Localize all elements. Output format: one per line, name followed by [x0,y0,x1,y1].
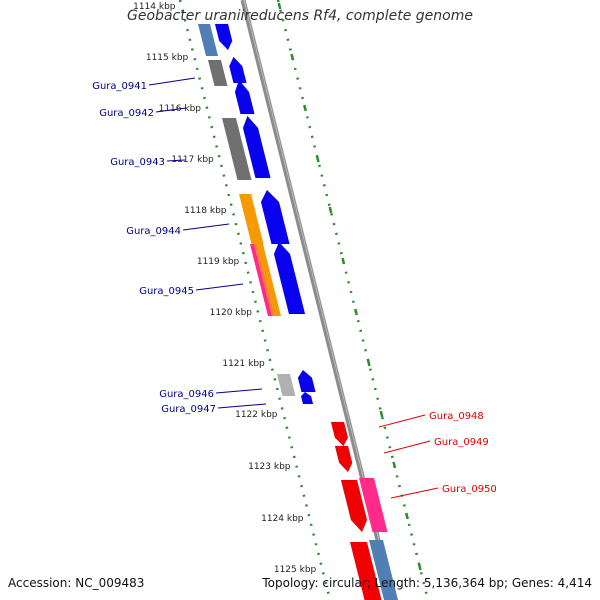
gene-label-left: Gura_0945 [139,286,194,297]
feature-orange-0945 [257,244,281,316]
cds-forward-0944 [260,189,290,245]
kbp-label: 1125 kbp [274,565,317,575]
left-tick-track [178,0,332,600]
feature-gray-0941 [208,60,228,86]
right-major-tick [405,512,409,520]
gene-label-left: Gura_0944 [126,226,181,237]
kbp-label: 1119 kbp [197,257,240,267]
kbp-label: 1122 kbp [235,410,278,420]
gene-leader-line-left [217,403,267,409]
gene-leader-line-left [182,223,230,231]
gene-label-right: Gura_0948 [429,411,484,422]
right-major-tick [341,257,346,265]
gene-label-left: Gura_0947 [161,404,216,415]
kbp-label: 1123 kbp [248,462,291,472]
gene-label-left: Gura_0943 [110,157,165,168]
tick-track-group [178,0,430,600]
kbp-label: 1118 kbp [184,206,227,216]
feature-group [198,23,398,600]
gene-leader-line-right [390,487,439,499]
gene-leader-line-right [378,414,426,428]
gene-label-left: Gura_0946 [159,389,214,400]
kbp-label: 1115 kbp [146,53,189,63]
feature-steel-bottom [369,540,398,600]
gene-label-right: Gura_0949 [434,437,489,448]
feature-steel-top [198,24,218,56]
gene-leader-line-left [148,77,196,86]
cds-reverse-0949 [334,445,353,473]
kbp-label: 1120 kbp [210,308,253,318]
kbp-label: 1117 kbp [171,155,214,165]
gene-leader-line-left [215,388,263,394]
feature-pink-0945 [250,244,272,316]
cds-forward-0946 [297,369,316,393]
cds-forward-0947 [300,391,314,405]
cds-forward-0945 [273,241,306,315]
right-major-tick [417,563,422,571]
kbp-label: 1124 kbp [261,514,304,524]
right-major-tick [303,104,307,112]
map-title: Geobacter uraniireducens Rf4, complete g… [127,8,473,24]
feature-pink-0950 [359,478,388,532]
cds-reverse-0948 [330,421,349,447]
gene-label-right: Gura_0950 [442,484,497,495]
accession-text: Accession: NC_009483 [8,576,145,590]
feature-gray-0943 [222,118,252,180]
gene-label-left: Gura_0941 [92,81,147,92]
right-major-tick [366,359,371,367]
feature-lightgray-0946 [277,374,296,396]
cds-forward-0942 [234,79,255,115]
gene-leader-line-left [195,283,244,291]
feature-orange-0944 [239,194,264,244]
cds-forward-0941 [229,56,247,84]
gene-leader-line-left [155,107,187,113]
gene-label-left: Gura_0942 [99,108,154,119]
genome-summary-text: Topology: circular; Length: 5,136,364 bp… [262,576,592,590]
kbp-label: 1121 kbp [222,359,265,369]
right-major-tick [315,155,320,163]
right-major-tick [277,2,282,10]
gene-leader-line-right [383,440,431,454]
cds-forward-top [214,23,233,51]
right-major-tick [379,410,384,418]
cds-reverse-0950 [340,479,368,533]
right-major-tick [328,206,333,214]
gene-leader-line-left [166,159,186,162]
right-major-tick [354,308,358,316]
cds-forward-0943 [242,115,271,179]
right-major-tick [392,461,397,469]
kbp-label: 1114 kbp [133,2,176,12]
feature-orange-stripe-0945 [254,244,275,316]
feature-red-bottom [350,542,382,600]
right-major-tick [290,53,295,61]
